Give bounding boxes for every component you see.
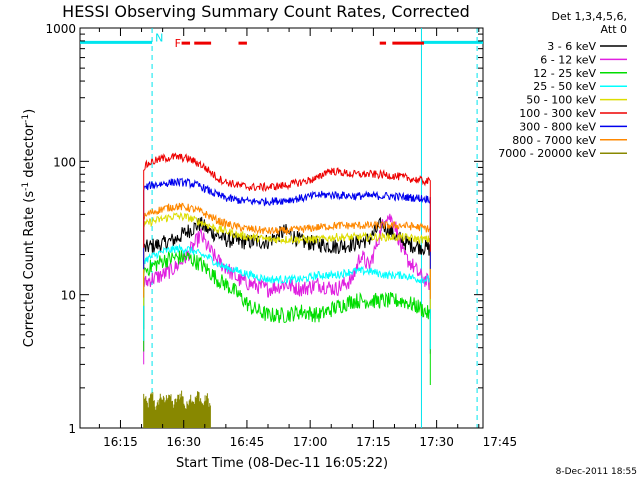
series-lines: [143, 152, 431, 428]
y-axis-title-prefix: Corrected Count Rate (s: [22, 191, 37, 348]
series-line-5: [143, 211, 431, 310]
x-tick-label-5: 17:15: [356, 435, 391, 449]
x-tick-label-3: 16:45: [230, 435, 265, 449]
y-tick-label-3: 100: [53, 155, 76, 169]
legend-header-line-2: Att 0: [601, 23, 627, 36]
x-tick-label-7: 17:45: [483, 435, 518, 449]
flare-flag-label: F: [175, 37, 181, 50]
series-line-3: [143, 250, 431, 385]
plot-frame: [79, 27, 484, 429]
legend-header-line-1: Det 1,3,4,5,6,: [551, 10, 627, 23]
series-line-9: [143, 390, 211, 428]
legend-label-5: 50 - 100 keV: [526, 94, 596, 107]
legend-label-8: 800 - 7000 keV: [512, 134, 596, 147]
series-line-7: [143, 177, 431, 270]
night-flag-label: N: [155, 31, 163, 44]
y-tick-label-2: 10: [61, 289, 76, 303]
legend-label-2: 6 - 12 keV: [540, 53, 596, 66]
x-axis-ticks: 16:15 16:30 16:45 17:00 17:15 17:30 17:45: [98, 28, 518, 449]
y-axis-title-mid: detector: [22, 122, 37, 182]
y-axis-ticks: 1 10 100 1000: [45, 22, 483, 436]
series-line-4: [143, 243, 431, 350]
x-tick-label-2: 16:30: [166, 435, 201, 449]
y-axis-title-sup2: -1: [21, 114, 31, 123]
series-line-6: [143, 152, 431, 252]
legend-label-1: 3 - 6 keV: [547, 40, 596, 53]
legend-label-7: 300 - 800 keV: [519, 120, 596, 133]
y-tick-label-1: 1: [68, 422, 76, 436]
x-axis-title: Start Time (08-Dec-11 16:05:22): [176, 456, 388, 471]
legend-label-4: 25 - 50 keV: [533, 80, 596, 93]
x-tick-label-4: 17:00: [293, 435, 328, 449]
legend-label-9: 7000 - 20000 keV: [498, 147, 596, 160]
x-tick-label-6: 17:30: [419, 435, 454, 449]
vertical-markers: [151, 28, 478, 428]
y-axis-title: Corrected Count Rate (s-1 detector-1): [21, 109, 37, 347]
y-axis-title-suffix: ): [22, 109, 37, 114]
series-line-8: [143, 202, 431, 299]
legend-label-3: 12 - 25 keV: [533, 67, 596, 80]
x-tick-label-1: 16:15: [103, 435, 138, 449]
chart-title: HESSI Observing Summary Count Rates, Cor…: [62, 2, 470, 21]
series-line-2: [143, 213, 431, 365]
y-tick-label-4: 1000: [45, 22, 76, 36]
y-axis-title-sup1: -1: [21, 182, 31, 191]
footer-timestamp: 8-Dec-2011 18:55: [556, 467, 637, 477]
legend-label-6: 100 - 300 keV: [519, 107, 596, 120]
